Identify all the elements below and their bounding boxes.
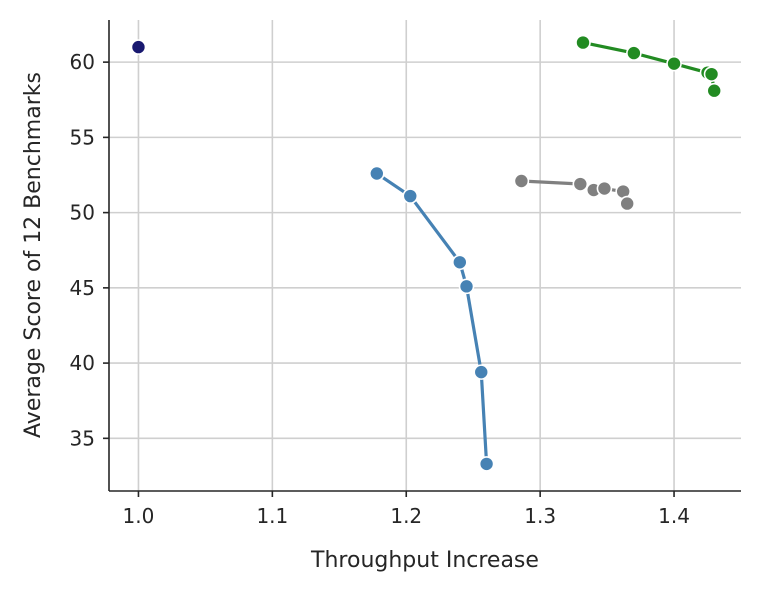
data-point bbox=[619, 195, 635, 212]
series-layer bbox=[130, 34, 723, 472]
y-tick-label: 45 bbox=[70, 276, 95, 300]
series-3 bbox=[575, 34, 723, 99]
x-tick-label: 1.1 bbox=[256, 504, 288, 528]
data-point bbox=[575, 34, 591, 51]
data-point bbox=[458, 278, 475, 295]
series-line bbox=[375, 171, 489, 466]
x-tick-label: 1.3 bbox=[524, 504, 556, 528]
data-point bbox=[130, 39, 147, 55]
ticks: 1.0 1.1 1.2 1.3 1.4 35 40 45 50 55 60 bbox=[70, 50, 690, 528]
y-tick-label: 60 bbox=[70, 50, 95, 74]
data-point bbox=[596, 180, 613, 197]
grid bbox=[109, 20, 741, 491]
data-point bbox=[626, 45, 642, 61]
x-tick-label: 1.2 bbox=[390, 504, 422, 528]
data-point bbox=[452, 254, 468, 271]
y-tick-label: 40 bbox=[70, 351, 95, 375]
data-point bbox=[706, 82, 723, 99]
x-axis-label: Throughput Increase bbox=[310, 548, 539, 573]
data-point bbox=[473, 364, 490, 380]
series-0 bbox=[130, 39, 147, 55]
x-tick-label: 1.4 bbox=[658, 504, 690, 528]
data-point bbox=[666, 55, 682, 72]
axes bbox=[108, 20, 741, 492]
data-point bbox=[402, 188, 419, 204]
data-point bbox=[513, 173, 530, 189]
series-1 bbox=[368, 165, 495, 472]
y-tick-label: 50 bbox=[70, 201, 95, 225]
series-2 bbox=[513, 173, 635, 212]
y-axis-label: Average Score of 12 Benchmarks bbox=[21, 72, 46, 438]
data-point bbox=[478, 456, 495, 472]
y-tick-label: 35 bbox=[70, 426, 95, 450]
x-tick-label: 1.0 bbox=[123, 504, 155, 528]
series-line bbox=[581, 40, 716, 93]
data-point bbox=[368, 165, 385, 182]
data-point bbox=[572, 176, 589, 192]
y-tick-label: 55 bbox=[70, 125, 95, 149]
data-point bbox=[703, 66, 720, 82]
